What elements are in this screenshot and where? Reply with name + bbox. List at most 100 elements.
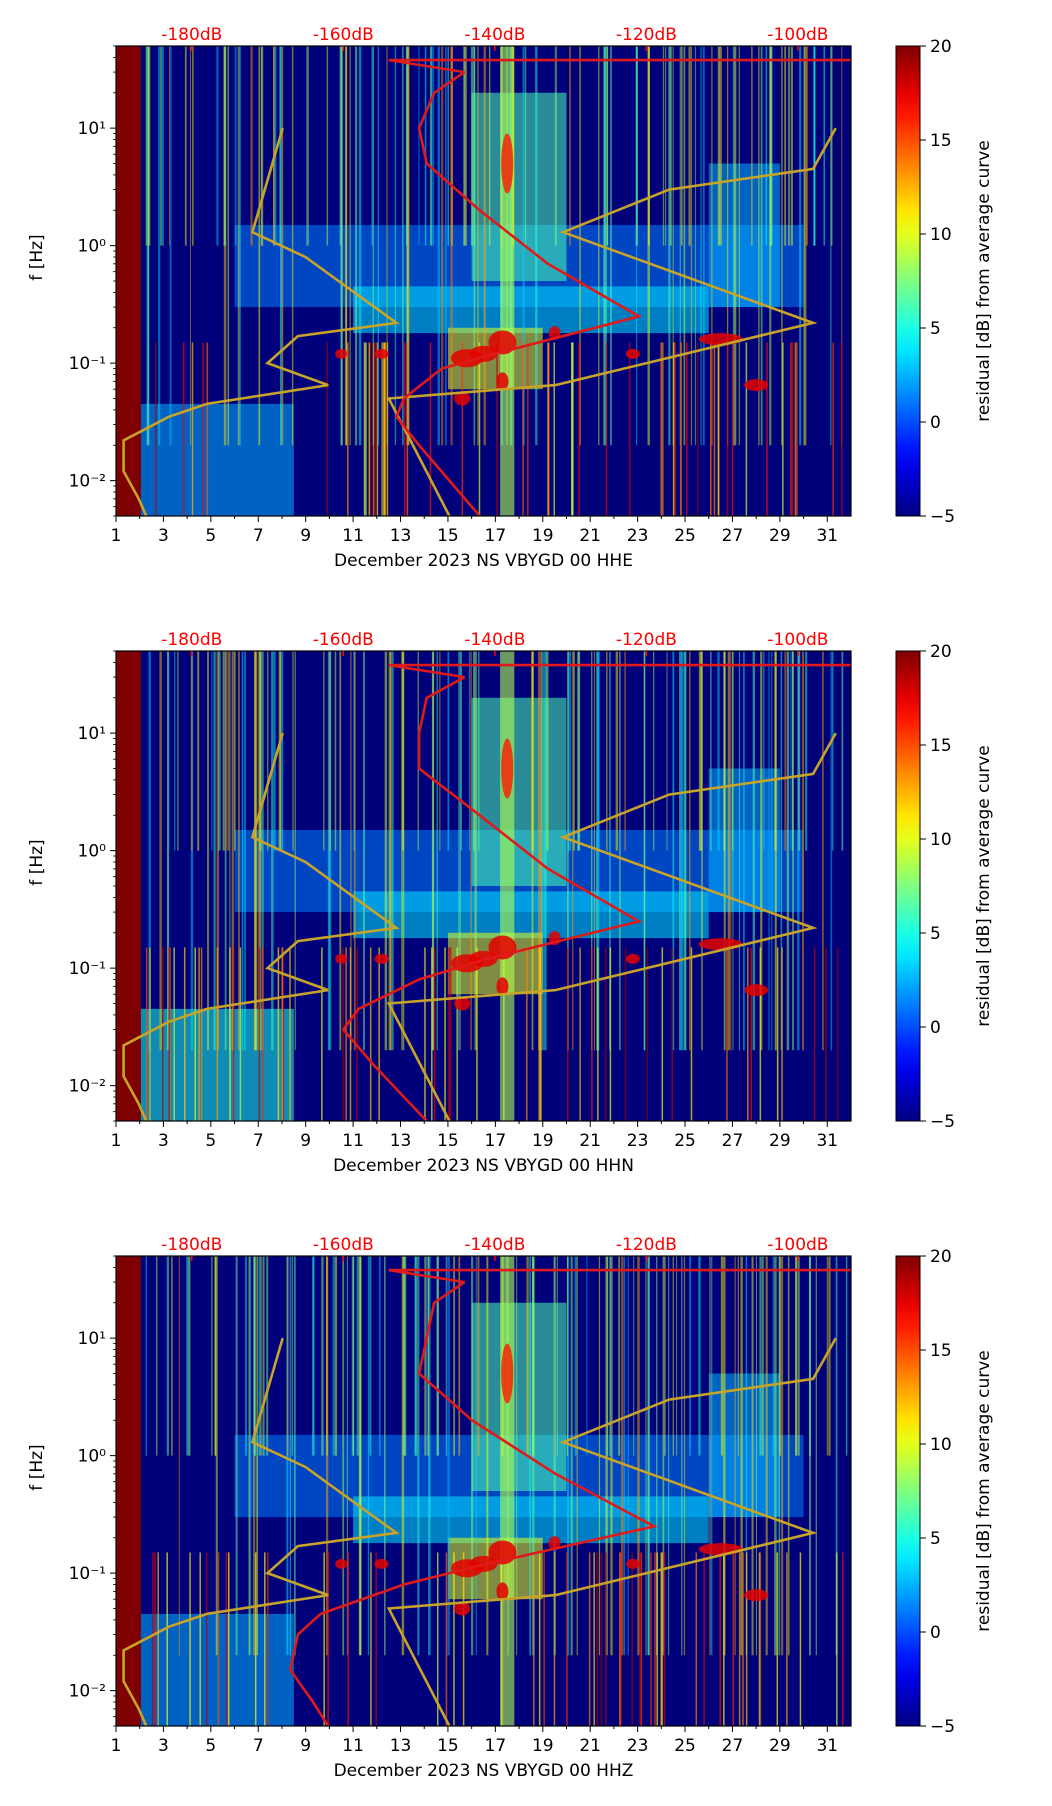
- transient-streak: [478, 651, 480, 851]
- transient-streak: [353, 651, 356, 1051]
- transient-streak: [377, 46, 379, 446]
- db-tick-label: -120dB: [616, 630, 677, 650]
- y-tick-label: 10⁻²: [69, 1077, 106, 1097]
- transient-streak: [167, 651, 170, 1051]
- low-frequency-streak: [646, 947, 648, 1121]
- transient-streak: [405, 46, 408, 246]
- low-frequency-streak: [155, 342, 157, 516]
- x-tick-label: 13: [390, 526, 412, 546]
- transient-streak: [690, 46, 693, 446]
- low-frequency-streak: [526, 947, 528, 1121]
- transient-streak: [425, 1256, 427, 1456]
- transient-streak: [822, 651, 824, 1051]
- transient-streak: [727, 651, 730, 1051]
- x-tick-label: 25: [674, 526, 696, 546]
- low-frequency-streak: [376, 342, 379, 516]
- transient-streak: [358, 1256, 361, 1656]
- transient-streak: [253, 651, 257, 1051]
- transient-streak: [258, 1256, 261, 1456]
- low-frequency-streak: [429, 342, 432, 516]
- high-noise-model-curve: [386, 732, 837, 1121]
- transient-streak: [790, 46, 793, 246]
- low-frequency-streak: [347, 1552, 349, 1726]
- transient-streak: [326, 46, 329, 246]
- transient-streak: [339, 46, 342, 246]
- low-frequency-streak: [841, 1552, 844, 1726]
- transient-streak: [645, 1256, 647, 1656]
- x-tick-label: 13: [390, 1131, 412, 1151]
- transient-streak: [577, 651, 580, 851]
- x-tick-label: 27: [722, 1131, 744, 1151]
- colorbar-tick-label: 15: [930, 736, 952, 756]
- low-frequency-streak: [453, 1552, 455, 1726]
- low-frequency-streak: [254, 1552, 257, 1726]
- x-axis-label: December 2023 NS VBYGD 00 HHZ: [334, 1761, 634, 1781]
- low-frequency-streak: [538, 1552, 541, 1726]
- low-frequency-streak: [776, 1552, 779, 1726]
- transient-streak: [665, 46, 667, 246]
- transient-streak: [384, 651, 388, 1051]
- storm-peak: [501, 1343, 514, 1404]
- x-tick-label: 11: [342, 1131, 364, 1151]
- colorbar-label: residual [dB] from average curve: [974, 1350, 994, 1631]
- transient-streak: [698, 1256, 701, 1456]
- transient-streak: [666, 651, 668, 851]
- transient-streak: [223, 46, 226, 246]
- microseism-hotspot: [744, 1589, 769, 1602]
- x-axis-label: December 2023 NS VBYGD 00 HHN: [333, 1156, 634, 1176]
- low-frequency-streak: [533, 1552, 535, 1726]
- low-frequency-streak: [323, 1552, 325, 1726]
- transient-streak: [215, 1256, 218, 1656]
- low-frequency-streak: [588, 1552, 591, 1726]
- low-frequency-streak: [378, 947, 380, 1121]
- transient-streak: [841, 651, 844, 851]
- low-frequency-streak: [686, 342, 688, 516]
- transient-streak: [437, 46, 441, 446]
- microseism-hotspot: [744, 379, 769, 392]
- transient-streak: [593, 651, 596, 1051]
- transient-streak: [363, 651, 365, 1051]
- transient-streak: [573, 651, 575, 851]
- colorbar-tick-label: −5: [930, 1112, 955, 1132]
- transient-streak: [470, 46, 474, 246]
- transient-streak: [710, 1256, 713, 1656]
- x-tick-label: 9: [300, 1131, 311, 1151]
- low-frequency-streak: [327, 1552, 329, 1726]
- microseism-hotspot: [496, 977, 509, 996]
- low-frequency-streak: [600, 1552, 603, 1726]
- microseism-hotspot: [335, 1558, 348, 1569]
- transient-streak: [792, 651, 795, 1051]
- transient-streak: [401, 651, 403, 1051]
- low-frequency-streak: [790, 342, 792, 516]
- colorbar-tick-label: −5: [930, 1717, 955, 1737]
- low-frequency-streak: [747, 947, 749, 1121]
- transient-streak: [260, 1256, 262, 1456]
- colorbar-tick-label: 10: [930, 1435, 952, 1455]
- transient-streak: [765, 46, 768, 246]
- transient-streak: [261, 46, 264, 246]
- low-frequency-streak: [572, 342, 574, 516]
- transient-streak: [752, 1256, 754, 1656]
- db-tick-label: -140dB: [464, 1235, 525, 1255]
- transient-streak: [237, 46, 240, 446]
- low-frequency-streak: [640, 1552, 643, 1726]
- high-noise-model-curve: [386, 127, 837, 516]
- transient-streak: [281, 651, 284, 851]
- transient-streak: [781, 1256, 784, 1656]
- low-frequency-streak: [650, 1552, 652, 1726]
- transient-streak: [813, 46, 816, 246]
- x-tick-label: 15: [437, 1131, 459, 1151]
- transient-streak: [788, 46, 790, 246]
- colorbar-tick-label: 0: [930, 413, 941, 433]
- transient-streak: [162, 46, 165, 246]
- low-frequency-streak: [151, 1552, 154, 1726]
- low-frequency-streak: [696, 342, 699, 516]
- x-tick-label: 9: [300, 526, 311, 546]
- transient-streak: [453, 1256, 456, 1456]
- low-frequency-streak: [225, 1552, 228, 1726]
- transient-streak: [291, 46, 294, 446]
- transient-streak: [787, 1256, 790, 1656]
- y-tick-label: 10¹: [78, 119, 106, 139]
- transient-streak: [213, 651, 216, 1051]
- transient-streak: [211, 651, 213, 851]
